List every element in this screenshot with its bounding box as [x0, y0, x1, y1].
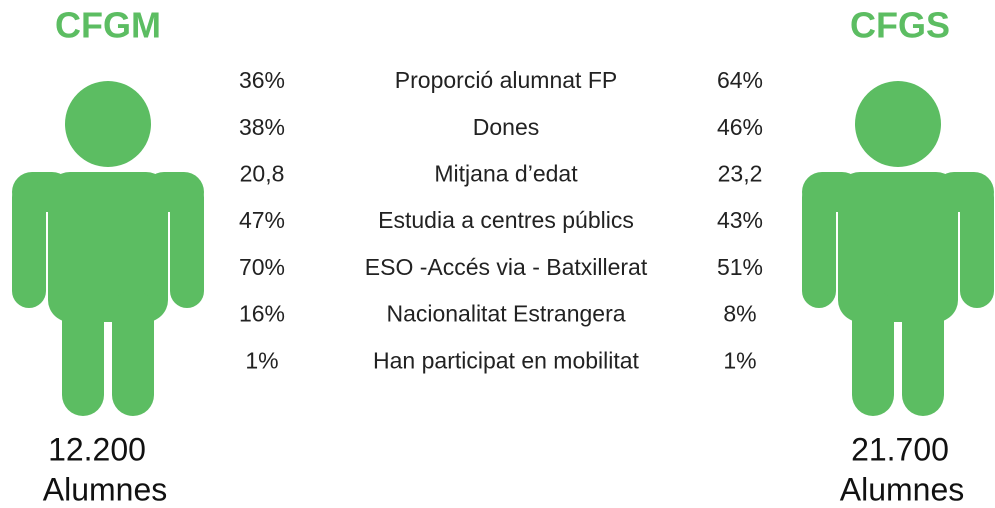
right-value: 46%	[717, 114, 763, 140]
right-value: 43%	[717, 207, 763, 233]
left-value: 1%	[245, 347, 278, 373]
right-value: 23,2	[718, 160, 763, 186]
right-value: 1%	[723, 347, 756, 373]
right-value: 64%	[717, 67, 763, 93]
person-icon-left	[12, 81, 204, 416]
row-label: Han participat en mobilitat	[373, 347, 640, 373]
right-unit: Alumnes	[840, 471, 965, 507]
row-label: ESO -Accés via - Batxillerat	[365, 254, 648, 280]
left-unit: Alumnes	[43, 471, 168, 507]
left-title: CFGM	[55, 5, 161, 46]
person-icon-right	[802, 81, 994, 416]
left-value: 20,8	[240, 160, 285, 186]
row-label: Dones	[473, 114, 539, 140]
row-label: Proporció alumnat FP	[395, 67, 617, 93]
left-value: 36%	[239, 67, 285, 93]
row-label: Estudia a centres públics	[378, 207, 634, 233]
row-label: Nacionalitat Estrangera	[386, 301, 625, 327]
right-title: CFGS	[850, 5, 950, 46]
left-count: 12.200	[48, 431, 146, 467]
left-value: 70%	[239, 254, 285, 280]
left-value: 47%	[239, 207, 285, 233]
right-value: 8%	[723, 301, 756, 327]
row-label: Mitjana d’edat	[434, 160, 578, 186]
right-count: 21.700	[851, 431, 949, 467]
rows: 36% Proporció alumnat FP 64% 38% Dones 46% 20,…	[239, 67, 763, 373]
left-value: 38%	[239, 114, 285, 140]
left-value: 16%	[239, 301, 285, 327]
right-value: 51%	[717, 254, 763, 280]
